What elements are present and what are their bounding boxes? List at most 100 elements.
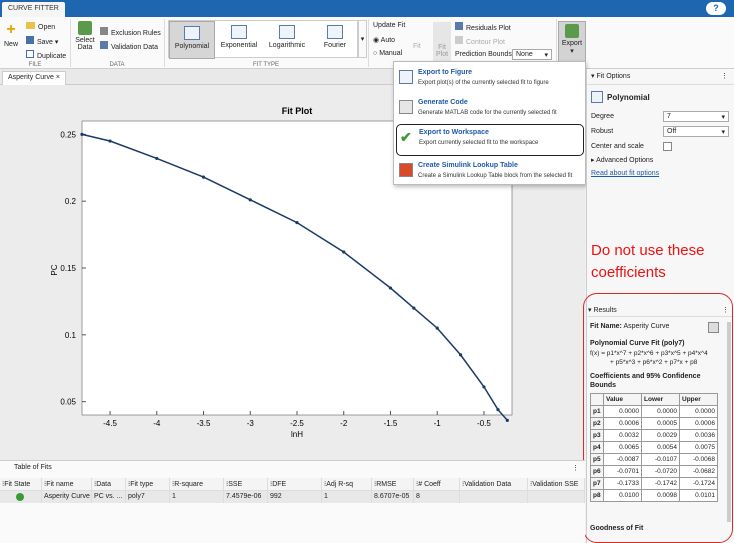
table-header-cell[interactable]: ⁝Fit name [42,478,92,491]
residuals-icon [455,22,463,30]
data-point [412,306,416,310]
table-cell[interactable]: poly7 [126,491,170,503]
table-header-cell[interactable]: ⁝SSE [224,478,268,491]
coef-title-2: Bounds [590,382,617,389]
gallery-expand-icon[interactable]: ▾ [358,20,367,58]
table-header-cell[interactable]: ⁝Fit type [126,478,170,491]
validation-data-button[interactable]: Validation Data [100,41,158,51]
degree-dropdown[interactable]: 7 ▾ [663,111,729,122]
contour-icon [455,36,463,44]
fit-type-gallery: Polynomial Exponential Logarithmic Fouri… [168,20,358,59]
chart-title: Fit Plot [282,106,313,116]
results-header[interactable]: ▾ Results [588,307,617,314]
more-options-icon[interactable]: ⋮ [722,307,729,314]
x-tick-label: -2 [340,419,348,428]
select-data-button[interactable]: Select Data [74,21,96,51]
auto-radio[interactable]: ◉ Auto [373,37,396,44]
file-section-label: FILE [28,62,42,68]
table-header-cell[interactable]: ⁝RMSE [372,478,414,491]
contour-plot-button[interactable]: Contour Plot [455,36,505,46]
table-row: p5 -0.0087 -0.0107 -0.0068 [590,453,718,466]
table-cell[interactable]: 992 [268,491,322,503]
results-scrollbar[interactable] [727,322,731,522]
y-tick-label: 0.25 [60,130,76,139]
divider [556,19,557,67]
table-header-cell[interactable]: ⁝Validation SSE [528,478,585,491]
validation-icon [100,41,108,49]
prediction-bounds-dropdown[interactable]: None ▾ [512,49,552,60]
coef-title: Coefficients and 95% Confidence [590,373,701,380]
table-header-cell[interactable]: ⁝Adj R-sq [322,478,372,491]
table-cell[interactable]: 8.6707e-05 [372,491,414,503]
model-equation-line1: f(x) = p1*x^7 + p2*x^6 + p3*x^5 + p4*x^4 [590,350,708,357]
exclusion-rules-button[interactable]: Exclusion Rules [100,27,161,37]
table-cell[interactable]: 8 [414,491,460,503]
fit-options-link[interactable]: Read about fit options [591,170,660,177]
tab-asperity-curve[interactable]: Asperity Curve × [2,71,66,85]
select-data-icon [78,21,92,35]
data-point [248,198,252,202]
save-button[interactable]: Save ▾ [26,36,58,46]
y-axis-label: PC [50,264,59,275]
open-button[interactable]: Open [26,22,55,31]
fit-type-title: Polynomial [607,93,650,102]
fittype-fourier[interactable]: Fourier [312,21,358,59]
table-cell[interactable] [460,491,528,503]
export-button[interactable]: Export ▾ [558,21,586,65]
table-cell[interactable]: 1 [322,491,372,503]
fittype-polynomial[interactable]: Polynomial [169,21,215,59]
close-icon[interactable]: × [55,74,60,81]
fit-plot-chart[interactable]: Fit Plot lnH PC -4.5 -4 -3.5 -3 -2.5 -2 -1.5 -1… [0,85,585,460]
polynomial-icon [591,91,603,103]
goodness-of-fit-header[interactable]: Goodness of Fit [590,525,644,532]
table-cell[interactable]: 7.4579e-06 [224,491,268,503]
table-row: p4 0.0065 0.0054 0.0075 [590,441,718,454]
logarithmic-icon [279,25,295,39]
x-tick-label: -3.5 [197,419,211,428]
plot-panel: Fit Plot lnH PC -4.5 -4 -3.5 -3 -2.5 -2 -1.5 -1… [0,85,585,460]
fit-button[interactable]: Fit [413,43,421,50]
table-header-cell[interactable]: ⁝R-square [170,478,224,491]
fit-name-row: Fit Name: Asperity Curve [590,323,670,330]
table-cell[interactable] [528,491,585,503]
more-options-icon[interactable]: ⋮ [572,465,579,472]
table-header-cell[interactable]: ⁝# Coeff [414,478,460,491]
robust-dropdown[interactable]: Off ▾ [663,126,729,137]
fit-options-header[interactable]: ▾ Fit Options [591,73,631,80]
table-header-cell[interactable]: ⁝Fit State [0,478,42,491]
export-to-figure-item[interactable]: Export to Figure Export plot(s) of the c… [396,65,584,93]
table-cell[interactable]: Asperity Curve [42,491,92,503]
table-header-cell[interactable]: ⁝DFE [268,478,322,491]
copy-icon[interactable] [708,322,719,333]
table-header-cell[interactable]: ⁝Data [92,478,126,491]
fittype-logarithmic[interactable]: Logarithmic [263,21,311,59]
advanced-options-toggle[interactable]: ▸ Advanced Options [591,157,654,164]
divider [587,84,734,85]
duplicate-button[interactable]: Duplicate [26,50,66,60]
data-point [155,156,159,161]
y-tick-label: 0.2 [65,197,77,206]
table-cell[interactable]: PC vs. ... [92,491,126,503]
fit-plot-button[interactable]: Fit Plot [433,22,451,62]
residuals-plot-button[interactable]: Residuals Plot [455,22,511,32]
table-row: p8 0.0100 0.0098 0.0101 [590,489,718,502]
help-icon[interactable]: ? [706,2,726,15]
results-panel: ▾ Results ⋮ Fit Name: Asperity Curve Pol… [588,302,733,543]
table-cell[interactable]: 1 [170,491,224,503]
x-tick-label: -0.5 [477,419,491,428]
fit-state-cell[interactable] [0,491,42,503]
manual-radio[interactable]: ○ Manual [373,50,403,57]
center-scale-checkbox[interactable] [663,142,672,151]
radio-selected-icon: ◉ [373,37,380,44]
export-to-workspace-item[interactable]: ✔ Export to Workspace Export currently s… [396,124,584,156]
divider [70,19,71,67]
table-header-cell[interactable]: ⁝Validation Data [460,478,528,491]
divider [164,19,165,67]
tab-curve-fitter[interactable]: CURVE FITTER [2,2,65,17]
more-options-icon[interactable]: ⋮ [721,73,728,80]
new-button[interactable]: + New [4,21,19,49]
save-icon [26,36,34,44]
fittype-exponential[interactable]: Exponential [216,21,262,59]
simulink-lookup-item[interactable]: Create Simulink Lookup Table Create a Si… [396,158,584,186]
generate-code-item[interactable]: Generate Code Generate MATLAB code for t… [396,95,584,123]
